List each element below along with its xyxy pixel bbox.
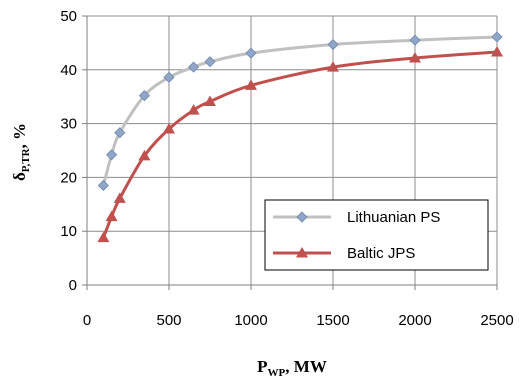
x-tick-label: 500 <box>156 312 181 329</box>
data-point <box>138 149 151 161</box>
y-axis-title-sub: P,TR <box>20 147 32 172</box>
x-tick-label: 1000 <box>234 312 267 329</box>
data-point <box>114 127 126 139</box>
data-point <box>105 210 118 222</box>
y-tick-label: 50 <box>60 8 77 25</box>
data-point <box>106 149 118 161</box>
y-tick-label: 10 <box>60 223 77 240</box>
data-point <box>113 192 126 203</box>
data-point <box>409 51 421 63</box>
x-axis-title-sub: WP <box>268 367 286 378</box>
legend-label: Baltic JPS <box>347 245 415 262</box>
y-tick-label: 20 <box>60 169 77 186</box>
x-axis-title-main: P <box>257 357 267 376</box>
data-point <box>245 79 257 90</box>
x-tick-label: 2000 <box>398 312 431 329</box>
data-point <box>245 47 257 59</box>
data-point <box>163 122 175 134</box>
data-point <box>187 104 200 115</box>
series <box>97 31 503 243</box>
y-tick-label: 30 <box>60 116 77 133</box>
y-axis-title-main: δ <box>10 172 29 181</box>
data-point <box>327 61 339 72</box>
data-point <box>138 90 150 102</box>
y-tick-label: 0 <box>69 277 77 294</box>
y-axis-title-suffix: , % <box>10 123 29 149</box>
data-point <box>491 31 503 43</box>
data-point <box>491 46 503 57</box>
legend-item: Baltic JPS <box>273 245 415 262</box>
data-point <box>204 95 216 107</box>
x-tick-label: 2500 <box>480 312 513 329</box>
data-point <box>97 231 110 243</box>
legend-label: Lithuanian PS <box>347 209 440 226</box>
x-tick-label: 1500 <box>316 312 349 329</box>
series-0 <box>97 31 503 192</box>
legend-item: Lithuanian PS <box>273 209 440 226</box>
axis-titles: PWP, MW δP,TR, % <box>10 123 327 378</box>
y-axis-title: δP,TR, % <box>10 123 32 181</box>
data-point <box>163 71 175 83</box>
data-point <box>409 34 421 46</box>
legend-swatch-marker <box>296 211 308 223</box>
y-tick-label: 40 <box>60 62 77 79</box>
series-1 <box>97 46 503 243</box>
data-point <box>97 179 109 192</box>
data-point <box>327 38 339 51</box>
data-point <box>188 61 200 73</box>
x-axis-title: PWP, MW <box>257 357 327 378</box>
axes <box>82 15 498 290</box>
legend: Lithuanian PS Baltic JPS <box>264 199 489 271</box>
data-point <box>204 56 216 68</box>
legend-swatch-marker <box>296 247 308 258</box>
x-axis-title-suffix: , MW <box>285 357 327 376</box>
series-line <box>101 35 499 187</box>
x-tick-label: 0 <box>83 312 91 329</box>
